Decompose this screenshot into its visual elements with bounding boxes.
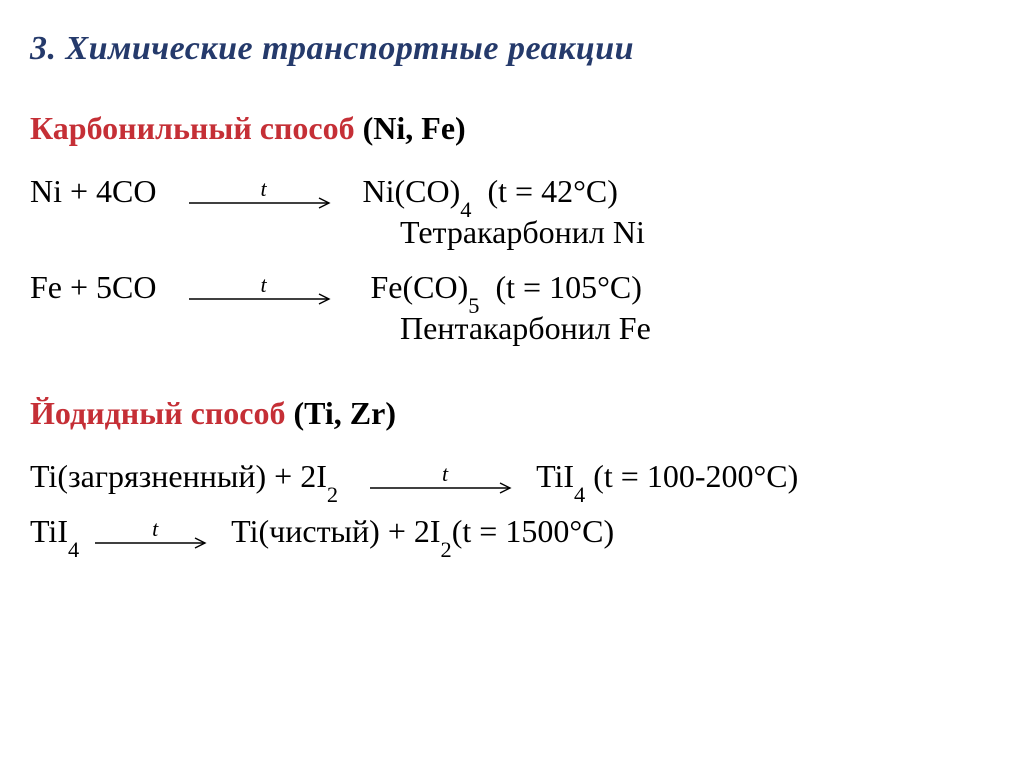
reaction-2: Fe + 5CO t Fe(CO)5 (t = 105°C) Пентакарб… [30, 269, 994, 347]
arrow-icon [95, 536, 215, 550]
reaction-1: Ni + 4CO t Ni(CO)4 (t = 42°C) Тетракарбо… [30, 173, 994, 251]
reaction-3-line: Ti(загрязненный) + 2I2 t TiI4 (t = 100-2… [30, 458, 994, 495]
reaction-1-line: Ni + 4CO t Ni(CO)4 (t = 42°C) [30, 173, 994, 210]
spacer [223, 513, 231, 550]
section2-heading-red: Йодидный способ [30, 395, 285, 431]
rxn1-product-name: Тетракарбонил Ni [400, 214, 994, 251]
page: 3. Химические транспортные реакции Карбо… [0, 0, 1024, 588]
rxn2-product-name: Пентакарбонил Fe [400, 310, 994, 347]
arrow-icon [370, 481, 520, 495]
rxn2-product: Fe(CO) [371, 269, 469, 306]
rxn3-arrow: t [370, 463, 520, 495]
section1-heading-black: (Ni, Fe) [355, 110, 466, 146]
rxn4-arrow: t [95, 518, 215, 550]
reaction-4: TiI4 t Ti(чистый) + 2I2 (t = 1500°C) [30, 513, 994, 550]
rxn1-cond: (t = 42°C) [471, 173, 617, 210]
section2-heading-black: (Ti, Zr) [285, 395, 396, 431]
spacer [347, 173, 363, 210]
spacer [157, 173, 181, 210]
spacer [79, 513, 87, 550]
arrow-icon [189, 292, 339, 306]
arrow-icon [189, 196, 339, 210]
rxn3-cond: (t = 100-200°C) [585, 458, 798, 495]
spacer [338, 458, 362, 495]
section1-heading-red: Карбонильный способ [30, 110, 355, 146]
rxn2-lhs: Fe + 5CO [30, 269, 157, 306]
rxn2-cond: (t = 105°C) [479, 269, 641, 306]
section1-heading: Карбонильный способ (Ni, Fe) [30, 110, 994, 147]
rxn3-lhs: Ti(загрязненный) + 2I [30, 458, 327, 495]
section2-heading: Йодидный способ (Ti, Zr) [30, 395, 994, 432]
rxn4-lhs: TiI [30, 513, 68, 550]
rxn4-product: Ti(чистый) + 2I [231, 513, 440, 550]
rxn4-cond: (t = 1500°C) [452, 513, 614, 550]
reaction-3: Ti(загрязненный) + 2I2 t TiI4 (t = 100-2… [30, 458, 994, 495]
reaction-4-line: TiI4 t Ti(чистый) + 2I2 (t = 1500°C) [30, 513, 994, 550]
spacer [347, 269, 371, 306]
rxn1-arrow: t [189, 178, 339, 210]
rxn2-arrow: t [189, 274, 339, 306]
page-title: 3. Химические транспортные реакции [30, 30, 994, 68]
rxn3-product: TiI [536, 458, 574, 495]
spacer [528, 458, 536, 495]
spacer [157, 269, 181, 306]
section-gap [30, 365, 994, 395]
reaction-2-line: Fe + 5CO t Fe(CO)5 (t = 105°C) [30, 269, 994, 306]
rxn1-product: Ni(CO) [363, 173, 461, 210]
rxn1-lhs: Ni + 4CO [30, 173, 157, 210]
